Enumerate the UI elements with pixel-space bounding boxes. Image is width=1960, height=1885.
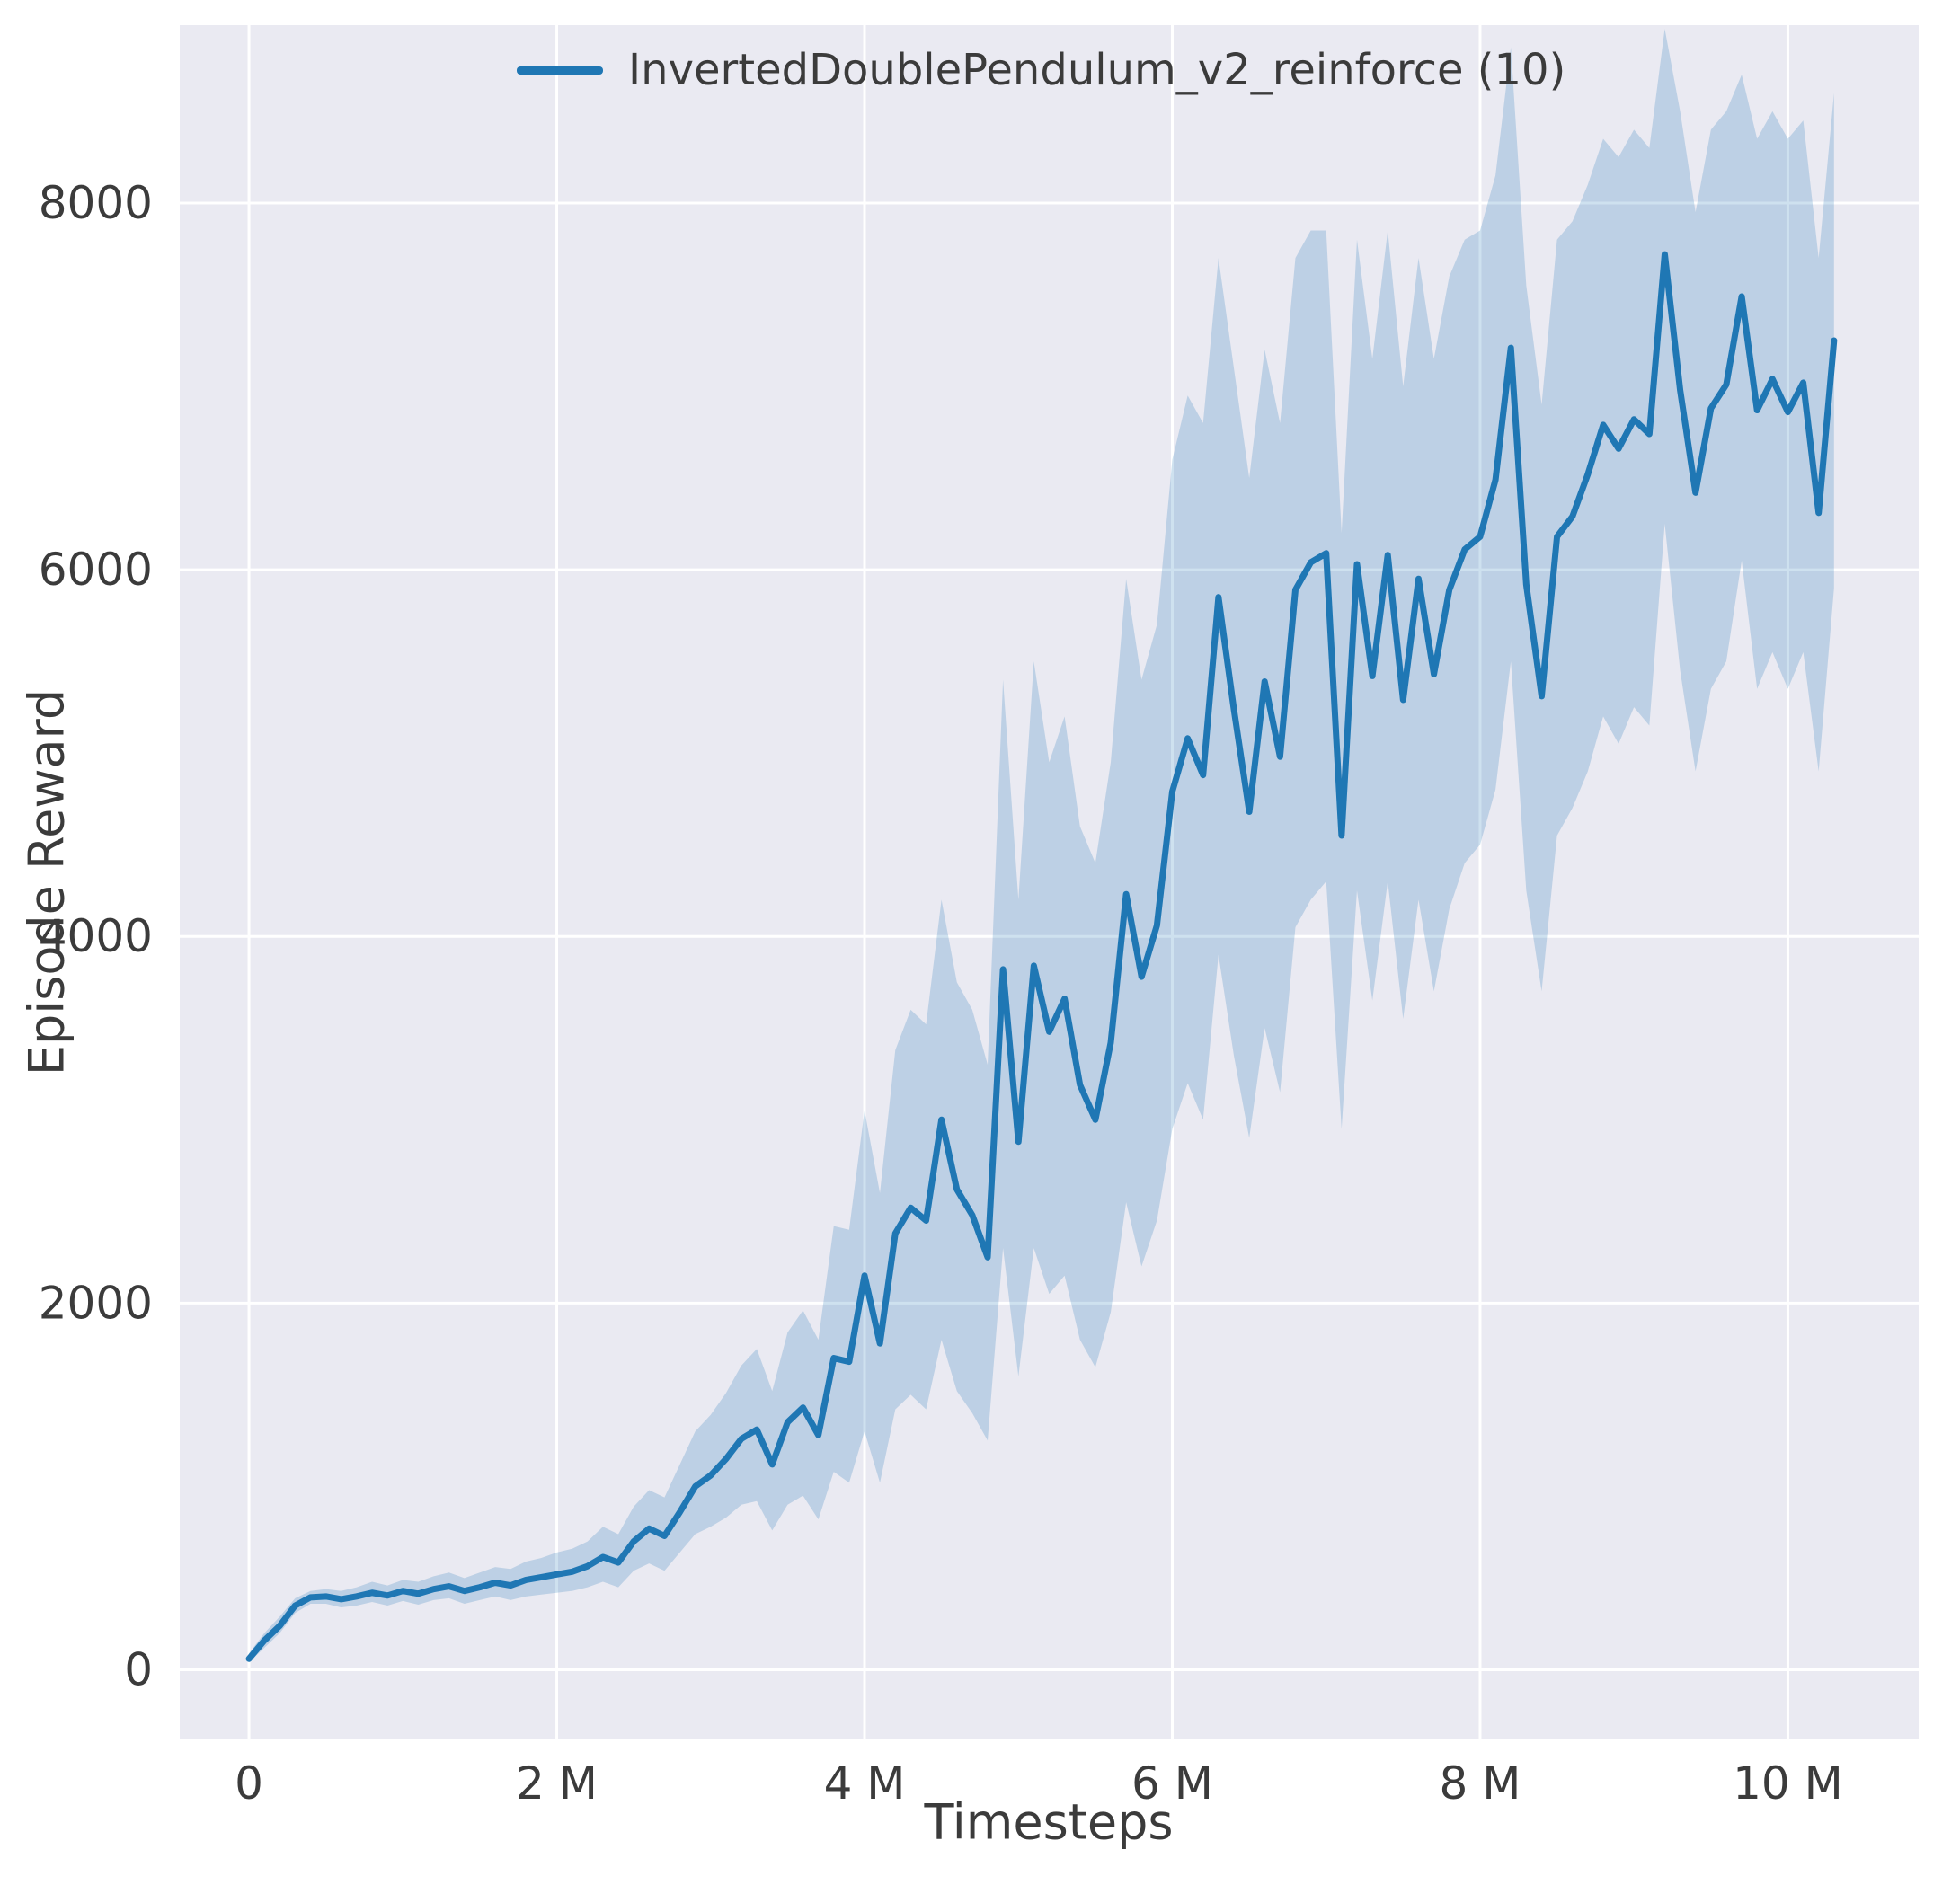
confidence-band <box>249 29 1834 1663</box>
x-tick-label: 0 <box>235 1757 263 1810</box>
x-tick-label: 6 M <box>1131 1757 1213 1810</box>
x-tick-label: 4 M <box>824 1757 906 1810</box>
mean-reward-line <box>245 251 1838 1662</box>
x-axis-label: Timesteps <box>924 1793 1174 1851</box>
legend: InvertedDoublePendulum_v2_reinforce (10) <box>517 45 1565 95</box>
x-tick-label: 8 M <box>1440 1757 1521 1810</box>
y-axis-label: Episode Reward <box>18 688 75 1076</box>
y-tick-label: 8000 <box>39 177 153 229</box>
x-tick-label: 2 M <box>516 1757 598 1810</box>
legend-label: InvertedDoublePendulum_v2_reinforce (10) <box>628 45 1566 95</box>
y-tick-label: 2000 <box>39 1277 153 1329</box>
y-tick-label: 4000 <box>39 910 153 962</box>
plot-area <box>180 25 1919 1739</box>
x-tick-label: 10 M <box>1733 1757 1843 1810</box>
legend-line-swatch <box>517 66 603 75</box>
y-tick-label: 0 <box>124 1643 153 1695</box>
y-tick-label: 6000 <box>39 544 153 596</box>
